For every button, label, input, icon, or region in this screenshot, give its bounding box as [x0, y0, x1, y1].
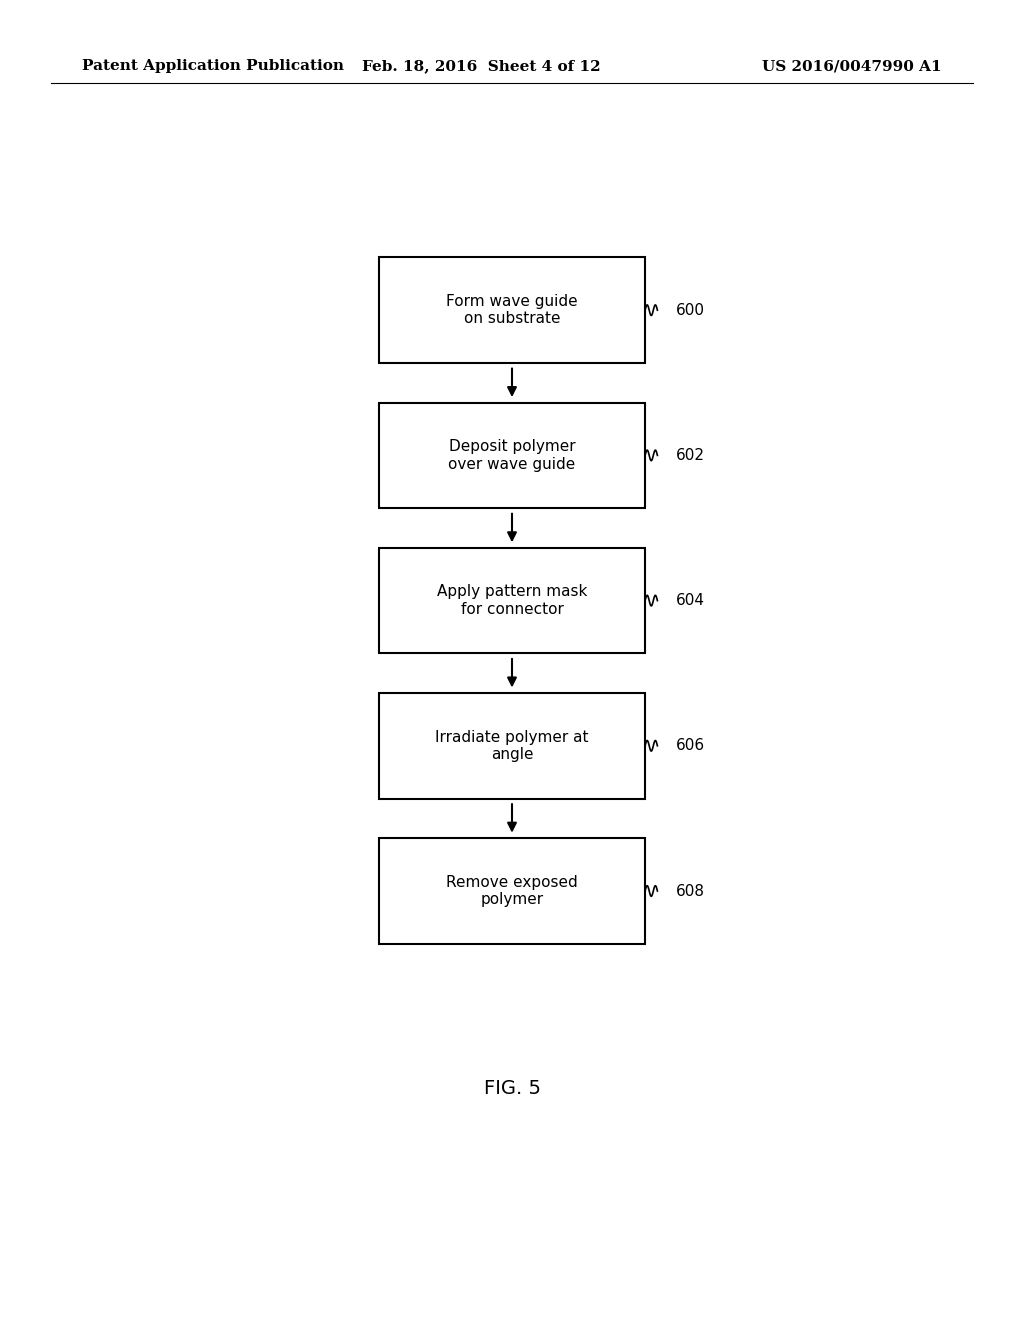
Text: 608: 608 [676, 883, 705, 899]
FancyBboxPatch shape [379, 403, 645, 508]
Text: US 2016/0047990 A1: US 2016/0047990 A1 [763, 59, 942, 74]
Text: Irradiate polymer at
angle: Irradiate polymer at angle [435, 730, 589, 762]
Text: Form wave guide
on substrate: Form wave guide on substrate [446, 294, 578, 326]
Text: 600: 600 [676, 302, 705, 318]
Text: 602: 602 [676, 447, 705, 463]
FancyBboxPatch shape [379, 257, 645, 363]
Text: Remove exposed
polymer: Remove exposed polymer [446, 875, 578, 907]
Text: Apply pattern mask
for connector: Apply pattern mask for connector [437, 585, 587, 616]
Text: 604: 604 [676, 593, 705, 609]
Text: Deposit polymer
over wave guide: Deposit polymer over wave guide [449, 440, 575, 471]
Text: 606: 606 [676, 738, 705, 754]
FancyBboxPatch shape [379, 693, 645, 799]
FancyBboxPatch shape [379, 548, 645, 653]
Text: Feb. 18, 2016  Sheet 4 of 12: Feb. 18, 2016 Sheet 4 of 12 [361, 59, 601, 74]
Text: FIG. 5: FIG. 5 [483, 1080, 541, 1098]
FancyBboxPatch shape [379, 838, 645, 944]
Text: Patent Application Publication: Patent Application Publication [82, 59, 344, 74]
